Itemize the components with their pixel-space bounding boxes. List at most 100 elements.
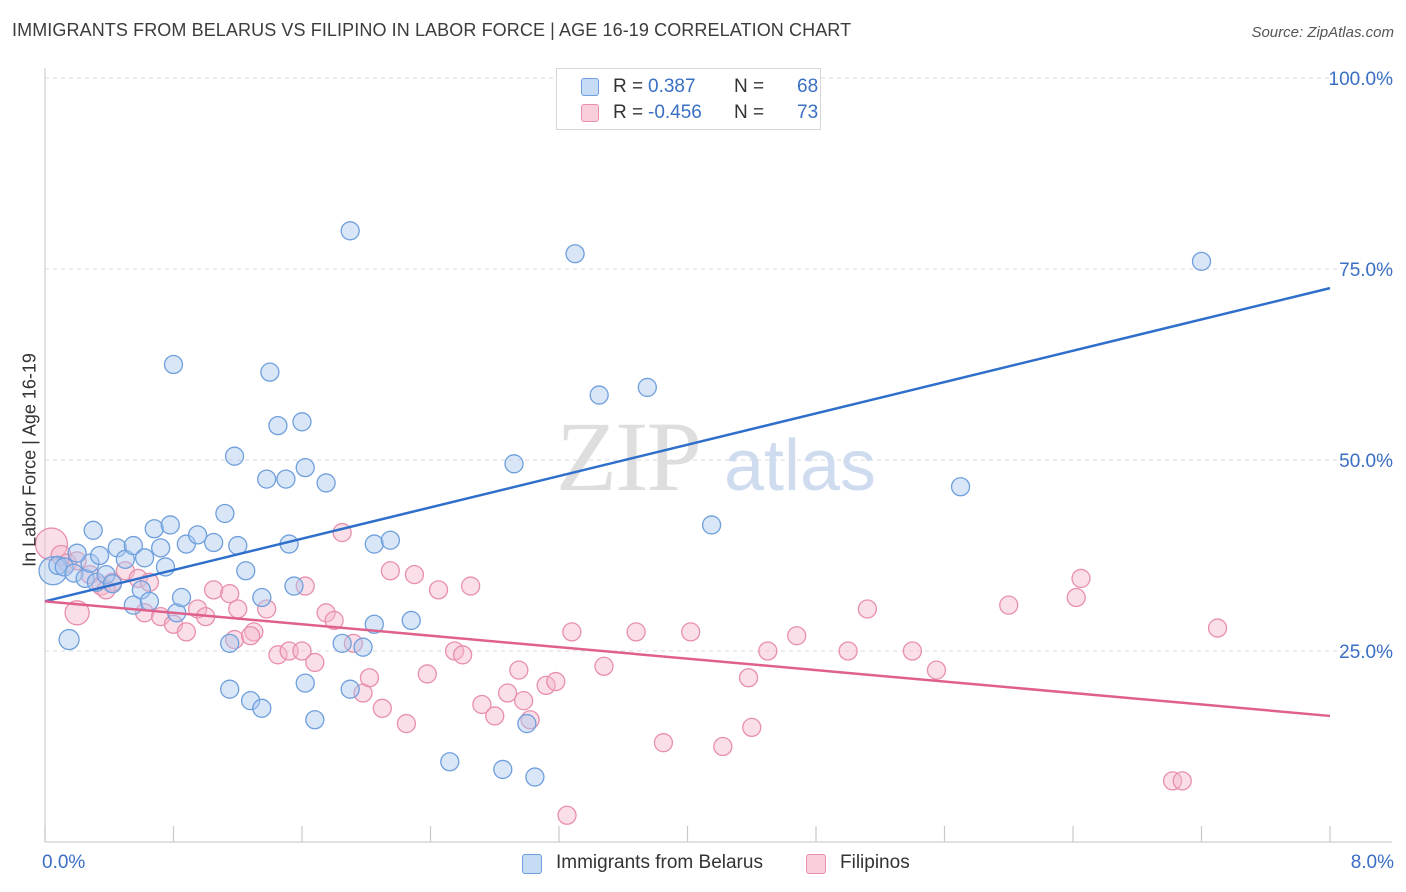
filipinos-point bbox=[134, 603, 155, 623]
filipinos-point bbox=[626, 622, 646, 642]
belarus-point bbox=[220, 679, 240, 699]
belarus-point bbox=[284, 576, 304, 596]
belarus-point bbox=[493, 759, 513, 780]
filipinos-point bbox=[228, 599, 248, 619]
filipinos-point bbox=[372, 698, 392, 718]
filipinos-point bbox=[316, 603, 336, 623]
trend-lines bbox=[44, 286, 1331, 718]
filipinos-point bbox=[1172, 771, 1192, 791]
y-tick-label: 50.0% bbox=[1339, 451, 1393, 472]
belarus-point bbox=[134, 548, 155, 568]
source-label: Source: ZipAtlas.com bbox=[1251, 24, 1394, 41]
filipinos-point bbox=[857, 599, 878, 619]
belarus-point bbox=[252, 698, 272, 718]
belarus-point bbox=[48, 555, 68, 576]
belarus-point bbox=[58, 628, 80, 651]
filipinos-point bbox=[1071, 568, 1091, 589]
x-tick-min: 0.0% bbox=[42, 852, 86, 873]
belarus-point bbox=[123, 535, 143, 556]
belarus-point bbox=[252, 587, 272, 608]
belarus-point bbox=[517, 713, 537, 734]
filipinos-point bbox=[1066, 587, 1086, 608]
belarus-point bbox=[340, 679, 360, 699]
filipinos-point bbox=[396, 713, 417, 734]
belarus-point bbox=[204, 532, 224, 553]
filipinos-point bbox=[546, 671, 566, 692]
belarus-point bbox=[589, 385, 609, 405]
belarus-point bbox=[364, 534, 384, 554]
legend-label-belarus: Immigrants from Belarus bbox=[556, 852, 763, 873]
watermark: ZIP atlas bbox=[556, 401, 876, 512]
belarus-point bbox=[292, 412, 312, 432]
belarus-point bbox=[295, 673, 315, 693]
filipinos-swatch bbox=[581, 104, 599, 122]
belarus-point bbox=[67, 543, 87, 563]
belarus-point bbox=[276, 469, 296, 489]
belarus-point bbox=[54, 557, 74, 577]
filipinos-point bbox=[257, 599, 277, 619]
axes bbox=[44, 68, 1392, 843]
belarus-point bbox=[637, 377, 657, 398]
filipinos-point bbox=[472, 694, 492, 715]
filipinos-point bbox=[536, 675, 556, 696]
y-axis-label: In Labor Force | Age 16-19 bbox=[19, 353, 40, 567]
filipinos-point bbox=[176, 622, 197, 642]
filipinos-point bbox=[292, 641, 312, 661]
stats-legend: R = 0.387 N = 68 R = -0.456 N = 73 bbox=[556, 68, 821, 130]
n-label: N = bbox=[734, 102, 765, 123]
belarus-point bbox=[257, 469, 277, 489]
belarus-point bbox=[504, 454, 524, 474]
belarus-point bbox=[163, 354, 184, 375]
filipinos-point bbox=[902, 641, 923, 661]
belarus-point bbox=[260, 362, 280, 382]
belarus-point bbox=[139, 591, 160, 611]
filipinos-point bbox=[742, 717, 762, 738]
y-tick-label: 75.0% bbox=[1339, 260, 1393, 281]
filipinos-point bbox=[461, 576, 481, 596]
belarus-point bbox=[215, 503, 235, 524]
y-tick-labels: 25.0% 50.0% 75.0% 100.0% bbox=[1329, 69, 1394, 663]
watermark-zip: ZIP bbox=[556, 401, 700, 512]
belarus-point bbox=[440, 752, 460, 772]
watermark-atlas: atlas bbox=[724, 426, 876, 506]
r-label: R = bbox=[613, 102, 644, 123]
belarus-point bbox=[171, 587, 192, 608]
filipinos-point bbox=[594, 656, 614, 676]
belarus-point bbox=[123, 595, 143, 615]
filipinos-point bbox=[738, 668, 759, 688]
filipinos-point bbox=[452, 645, 473, 665]
belarus-point bbox=[83, 520, 103, 540]
belarus-point bbox=[316, 473, 336, 493]
belarus-point bbox=[80, 553, 100, 573]
n-value: 73 bbox=[797, 102, 819, 123]
filipinos-point bbox=[295, 576, 315, 596]
belarus-point bbox=[950, 477, 971, 497]
belarus-point bbox=[295, 457, 315, 478]
filipinos-point bbox=[359, 668, 380, 688]
filipinos-point bbox=[838, 641, 858, 661]
filipinos-point bbox=[557, 805, 577, 825]
filipinos-point bbox=[1207, 618, 1228, 638]
belarus-points bbox=[38, 68, 1212, 787]
filipinos-point bbox=[485, 706, 505, 726]
x-tick-max: 8.0% bbox=[1350, 852, 1394, 873]
filipinos-point bbox=[64, 600, 90, 626]
filipinos-point bbox=[380, 561, 400, 581]
belarus-point bbox=[240, 691, 261, 711]
r-label: R = bbox=[613, 76, 644, 97]
filipinos-point bbox=[653, 733, 674, 753]
filipinos-point bbox=[240, 626, 261, 646]
belarus-point bbox=[64, 563, 84, 583]
filipinos-point bbox=[204, 580, 224, 600]
belarus-point bbox=[150, 538, 171, 558]
belarus-trend-line bbox=[44, 286, 1331, 603]
n-label: N = bbox=[734, 76, 765, 97]
y-tick-label: 100.0% bbox=[1329, 69, 1394, 90]
belarus-point bbox=[220, 633, 240, 654]
y-tick-label: 25.0% bbox=[1339, 642, 1393, 663]
filipinos-point bbox=[562, 622, 582, 642]
filipinos-point bbox=[713, 736, 733, 757]
belarus-point bbox=[340, 221, 360, 241]
belarus-point bbox=[305, 710, 325, 730]
